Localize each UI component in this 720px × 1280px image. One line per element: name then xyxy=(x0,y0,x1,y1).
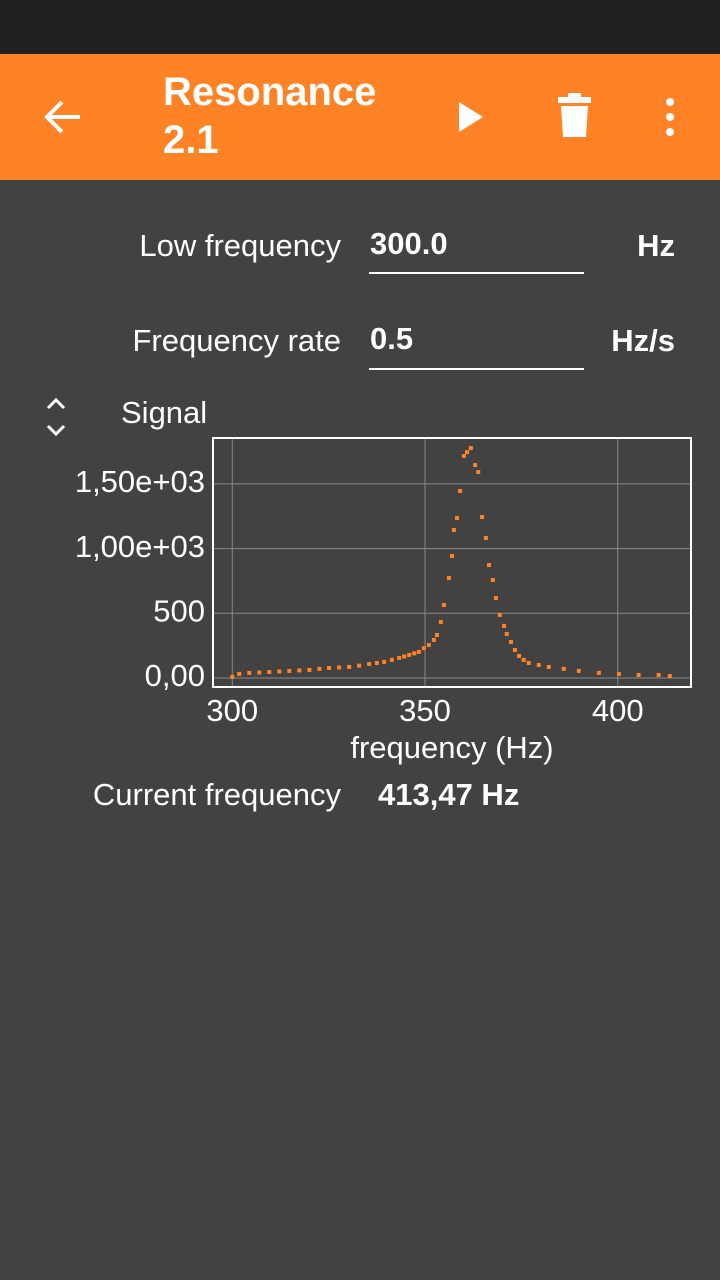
play-button[interactable] xyxy=(459,102,483,132)
data-point xyxy=(297,668,302,673)
data-point xyxy=(526,660,531,665)
data-point xyxy=(367,661,372,666)
data-point xyxy=(389,657,394,662)
data-point xyxy=(455,516,460,521)
data-point xyxy=(287,668,292,673)
data-point xyxy=(451,527,456,532)
data-point xyxy=(616,671,621,676)
data-point xyxy=(458,489,463,494)
y-tick-label: 1,50e+03 xyxy=(75,464,205,499)
data-point xyxy=(374,660,379,665)
delete-button[interactable] xyxy=(558,93,591,137)
expand-toggle[interactable] xyxy=(46,397,66,437)
data-point xyxy=(337,665,342,670)
data-point xyxy=(487,563,492,568)
data-point xyxy=(434,633,439,638)
data-point xyxy=(512,648,517,653)
data-point xyxy=(476,470,481,475)
data-point xyxy=(546,664,551,669)
data-point xyxy=(667,674,672,679)
data-point xyxy=(480,515,485,520)
status-bar xyxy=(0,0,720,54)
data-point xyxy=(656,672,661,677)
data-point xyxy=(230,674,235,679)
data-point xyxy=(536,663,541,668)
field-label: Low frequency xyxy=(139,228,341,263)
data-point xyxy=(576,668,581,673)
data-point xyxy=(561,666,566,671)
data-point xyxy=(357,663,362,668)
data-point xyxy=(490,578,495,583)
data-point xyxy=(382,659,387,664)
data-point xyxy=(407,652,412,657)
x-tick-label: 300 xyxy=(206,693,258,728)
data-point xyxy=(267,669,272,674)
data-point xyxy=(347,664,352,669)
data-point xyxy=(465,450,470,455)
x-tick-label: 350 xyxy=(399,693,451,728)
data-point xyxy=(596,670,601,675)
plot-frame xyxy=(212,437,692,688)
data-point xyxy=(237,671,242,676)
data-point xyxy=(431,637,436,642)
data-point xyxy=(521,657,526,662)
data-point xyxy=(446,575,451,580)
data-point xyxy=(327,665,332,670)
x-axis-label: frequency (Hz) xyxy=(350,730,553,765)
data-point xyxy=(426,642,431,647)
data-point xyxy=(438,619,443,624)
current-value: 413,47 Hz xyxy=(378,777,519,812)
data-point xyxy=(493,596,498,601)
app-title: Resonance 2.1 xyxy=(163,70,377,162)
more-button[interactable] xyxy=(666,98,674,136)
y-tick-label: 500 xyxy=(153,593,205,628)
data-point xyxy=(497,612,502,617)
y-tick-label: 1,00e+03 xyxy=(75,529,205,564)
chart-title: Signal xyxy=(121,395,207,430)
data-point xyxy=(412,651,417,656)
data-point xyxy=(508,639,513,644)
data-point xyxy=(502,623,507,628)
data-point xyxy=(416,649,421,654)
data-point xyxy=(421,646,426,651)
field-label: Frequency rate xyxy=(133,323,342,358)
data-point xyxy=(468,446,473,451)
x-tick-label: 400 xyxy=(592,693,644,728)
data-point xyxy=(636,672,641,677)
data-point xyxy=(307,667,312,672)
field-value[interactable]: 0.5 xyxy=(370,321,413,356)
data-point xyxy=(504,631,509,636)
data-point xyxy=(247,670,252,675)
app-bar xyxy=(0,54,720,180)
field-unit: Hz xyxy=(637,228,675,263)
data-point xyxy=(397,655,402,660)
data-point xyxy=(402,654,407,659)
back-button[interactable] xyxy=(44,100,80,134)
data-point xyxy=(257,670,262,675)
field-unit: Hz/s xyxy=(611,323,675,358)
data-point xyxy=(277,669,282,674)
data-point xyxy=(441,602,446,607)
y-tick-label: 0,00 xyxy=(145,658,205,693)
data-point xyxy=(483,535,488,540)
data-point xyxy=(317,666,322,671)
data-point xyxy=(450,553,454,558)
current-label: Current frequency xyxy=(93,777,342,812)
data-point xyxy=(461,453,466,458)
data-point xyxy=(517,653,522,658)
data-point xyxy=(473,463,478,468)
field-value[interactable]: 300.0 xyxy=(370,226,448,261)
